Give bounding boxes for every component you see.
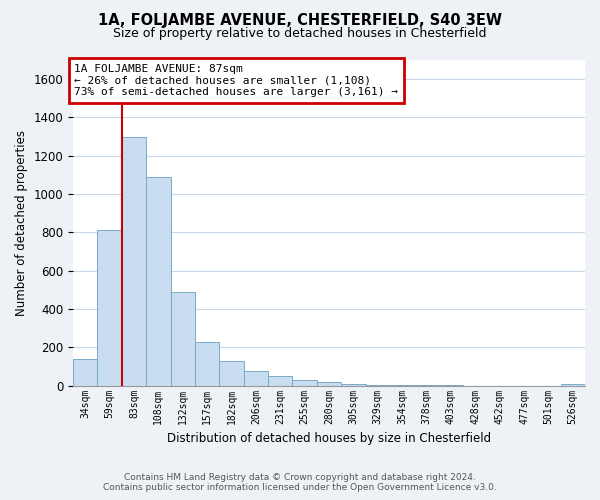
X-axis label: Distribution of detached houses by size in Chesterfield: Distribution of detached houses by size …	[167, 432, 491, 445]
Bar	[292, 380, 317, 386]
Bar	[73, 359, 97, 386]
Bar	[97, 230, 122, 386]
Bar	[268, 376, 292, 386]
Bar	[195, 342, 220, 386]
Text: 1A, FOLJAMBE AVENUE, CHESTERFIELD, S40 3EW: 1A, FOLJAMBE AVENUE, CHESTERFIELD, S40 3…	[98, 12, 502, 28]
Bar	[244, 372, 268, 386]
Bar	[560, 384, 585, 386]
Bar	[317, 382, 341, 386]
Y-axis label: Number of detached properties: Number of detached properties	[15, 130, 28, 316]
Bar	[122, 136, 146, 386]
Bar	[220, 360, 244, 386]
Text: 1A FOLJAMBE AVENUE: 87sqm
← 26% of detached houses are smaller (1,108)
73% of se: 1A FOLJAMBE AVENUE: 87sqm ← 26% of detac…	[74, 64, 398, 97]
Bar	[146, 177, 170, 386]
Bar	[341, 384, 365, 386]
Text: Contains HM Land Registry data © Crown copyright and database right 2024.
Contai: Contains HM Land Registry data © Crown c…	[103, 473, 497, 492]
Bar	[170, 292, 195, 386]
Text: Size of property relative to detached houses in Chesterfield: Size of property relative to detached ho…	[113, 28, 487, 40]
